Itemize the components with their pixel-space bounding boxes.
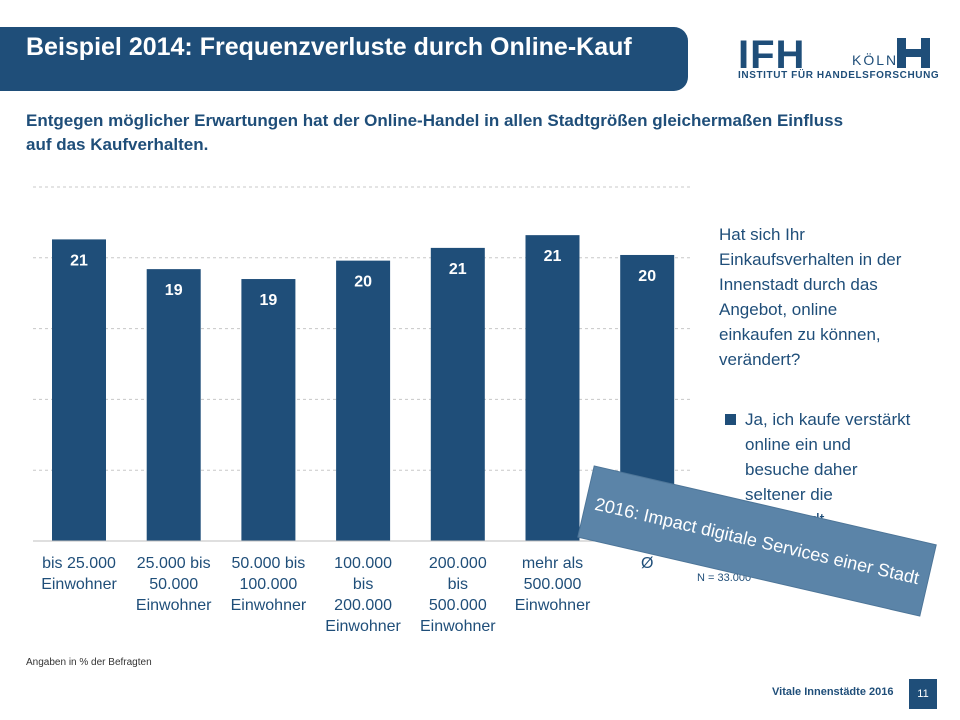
logo-city: KÖLN bbox=[852, 51, 898, 68]
page-number: 11 bbox=[909, 679, 937, 709]
logo-subtitle: INSTITUT FÜR HANDELSFORSCHUNG bbox=[738, 70, 940, 81]
data-label: 20 bbox=[354, 274, 372, 291]
data-label: 19 bbox=[165, 282, 183, 299]
ifh-logo-graphic: IFH KÖLN bbox=[738, 36, 930, 77]
title-bar bbox=[0, 27, 688, 91]
bar bbox=[52, 239, 106, 541]
category-label: bis 25.000 Einwohner bbox=[41, 555, 117, 593]
data-label: 21 bbox=[449, 261, 467, 278]
bar bbox=[146, 269, 201, 541]
category-label: 100.000 bis 200.000 Einwohner bbox=[325, 555, 401, 635]
data-label: 21 bbox=[70, 252, 88, 269]
data-label: 21 bbox=[544, 248, 562, 265]
legend-swatch bbox=[725, 414, 736, 425]
data-label: 19 bbox=[260, 292, 278, 309]
legend: Ja, ich kaufe verstärkt online ein und b… bbox=[725, 407, 915, 532]
category-label: 25.000 bis 50.000 Einwohner bbox=[136, 555, 212, 614]
footer-label: Vitale Innenstädte 2016 bbox=[772, 686, 894, 698]
sample-size: N = 33.000 bbox=[697, 572, 752, 584]
bar bbox=[525, 235, 580, 542]
category-label: mehr als 500.000 Einwohner bbox=[515, 555, 591, 614]
bar bbox=[430, 247, 485, 541]
page-title: Beispiel 2014: Frequenzverluste durch On… bbox=[26, 33, 632, 61]
legend-label: Ja, ich kaufe verstärkt online ein und b… bbox=[745, 410, 911, 529]
category-label: 200.000 bis 500.000 Einwohner bbox=[420, 555, 496, 635]
page-subtitle: Entgegen möglicher Erwartungen hat der O… bbox=[26, 111, 844, 154]
category-label: 50.000 bis 100.000 Einwohner bbox=[231, 555, 307, 614]
logo-main: IFH bbox=[738, 36, 805, 77]
survey-question: Hat sich Ihr Einkaufsverhalten in der In… bbox=[719, 225, 902, 369]
bar bbox=[336, 260, 391, 541]
category-label: Ø bbox=[641, 555, 653, 572]
footnote: Angaben in % der Befragten bbox=[26, 657, 152, 668]
bar bbox=[241, 279, 296, 541]
data-label: 20 bbox=[638, 268, 656, 285]
